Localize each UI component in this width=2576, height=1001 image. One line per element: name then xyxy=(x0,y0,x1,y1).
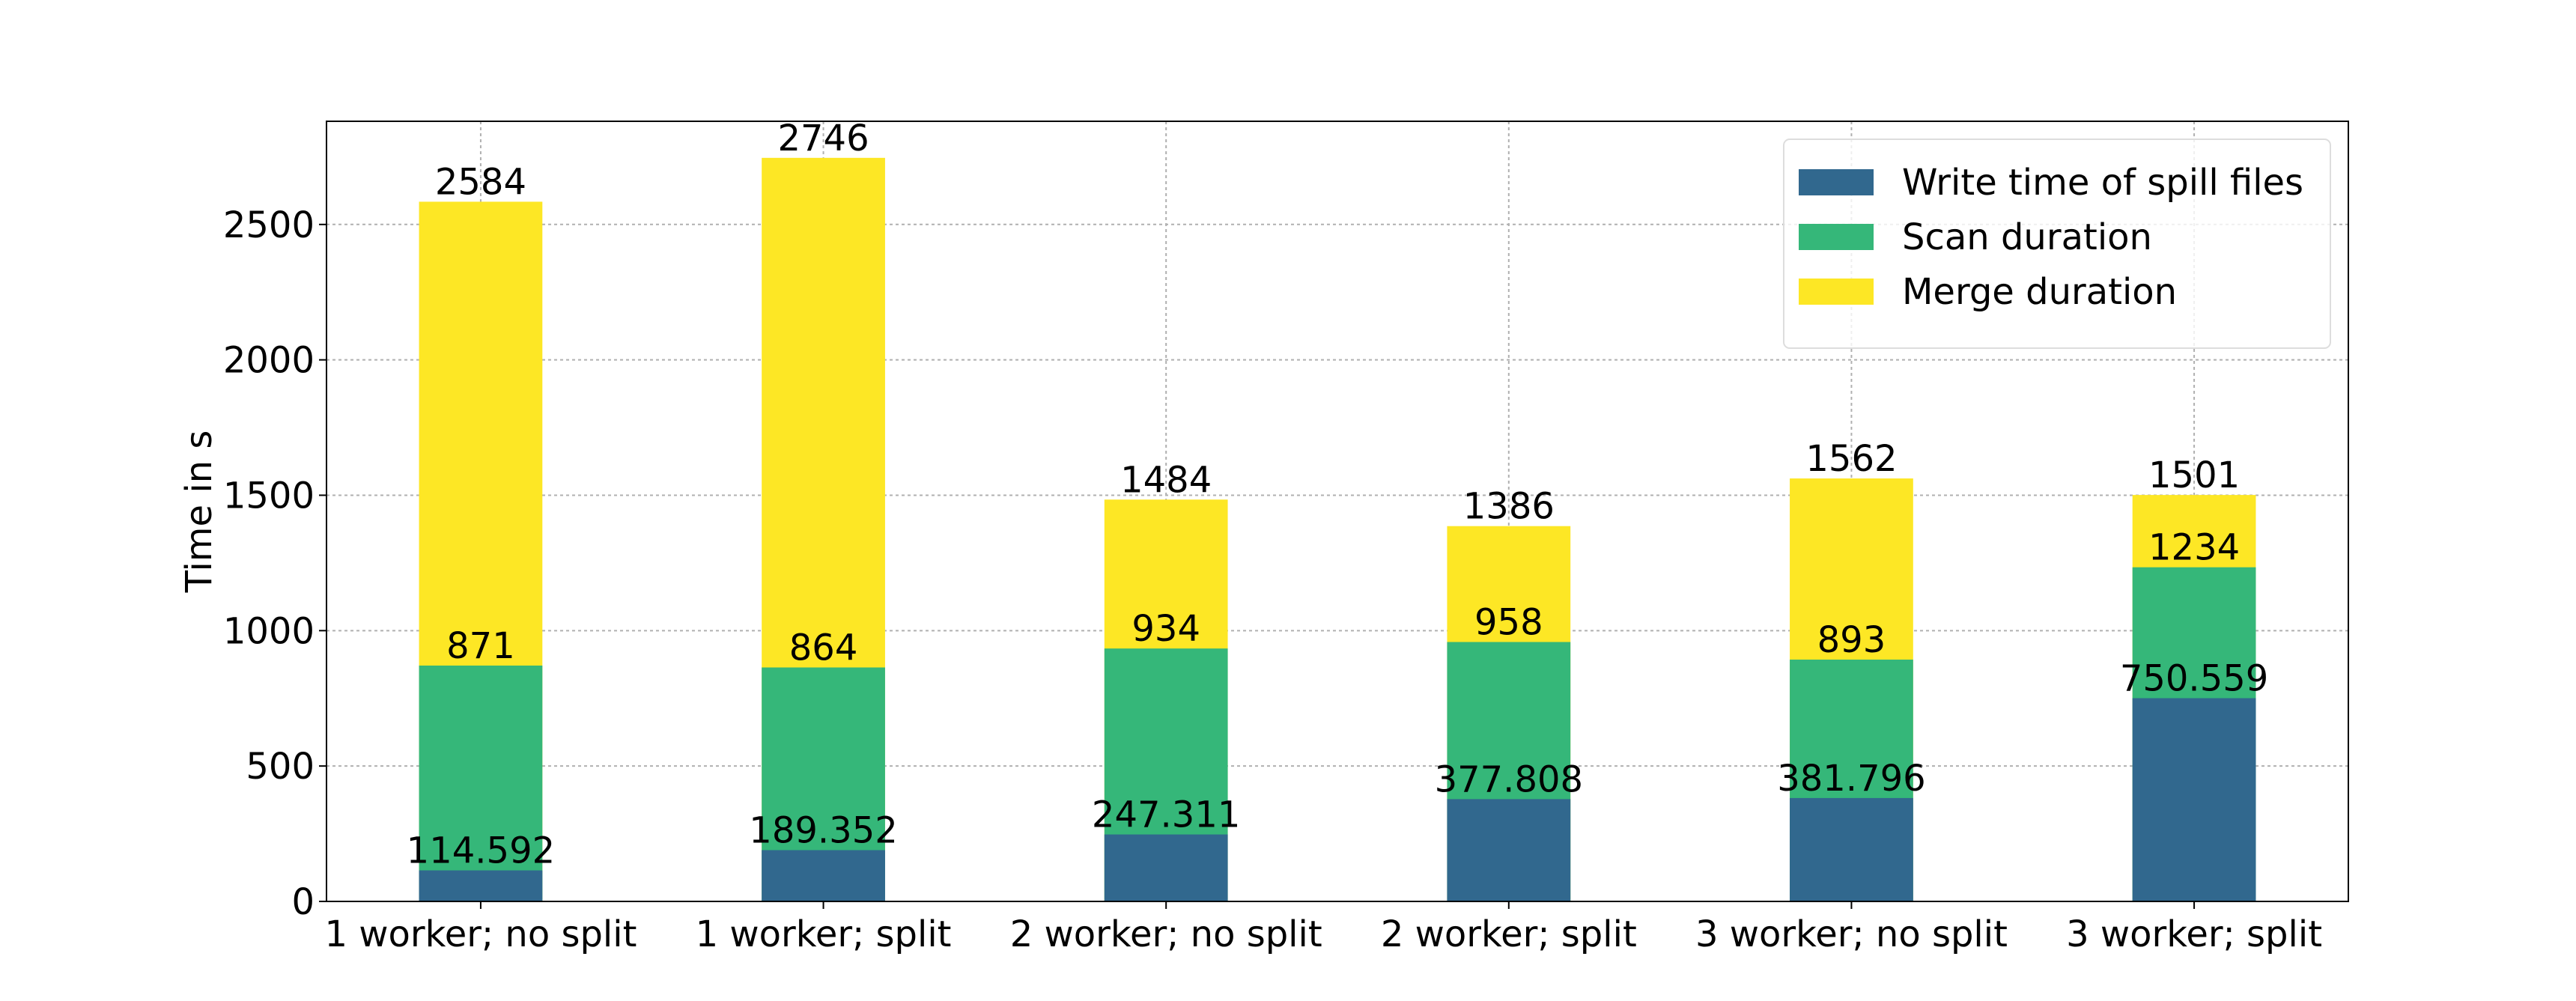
bar xyxy=(419,665,543,901)
y-tick-label: 1000 xyxy=(223,610,315,652)
legend-label: Scan duration xyxy=(1902,216,2152,258)
bar xyxy=(1447,799,1571,901)
bar xyxy=(1790,797,1913,901)
value-label: 189.352 xyxy=(749,810,898,852)
bar xyxy=(2132,698,2256,901)
value-label: 2584 xyxy=(435,161,526,203)
bar xyxy=(762,850,885,901)
legend-swatch xyxy=(1799,169,1874,195)
value-label: 893 xyxy=(1817,619,1886,661)
bar xyxy=(419,870,543,901)
y-tick-label: 2500 xyxy=(223,204,315,246)
value-label: 1562 xyxy=(1805,438,1897,480)
x-tick-label: 1 worker; split xyxy=(696,913,952,955)
x-tick-label: 1 worker; no split xyxy=(324,913,637,955)
value-label: 1484 xyxy=(1120,459,1212,501)
value-label: 247.311 xyxy=(1092,794,1241,836)
legend-label: Merge duration xyxy=(1902,271,2177,313)
value-label: 1501 xyxy=(2148,454,2240,496)
value-label: 1386 xyxy=(1463,486,1555,528)
x-tick-label: 3 worker; split xyxy=(2066,913,2322,955)
y-tick-label: 0 xyxy=(291,881,315,923)
value-label: 1234 xyxy=(2148,527,2240,569)
legend: Write time of spill files Scan duration Me… xyxy=(1783,139,2331,349)
x-tick-label: 3 worker; no split xyxy=(1695,913,2008,955)
legend-swatch xyxy=(1799,224,1874,250)
value-label: 934 xyxy=(1131,608,1200,650)
y-axis-label: Time in s xyxy=(178,430,220,594)
value-label: 377.808 xyxy=(1435,758,1584,800)
value-label: 750.559 xyxy=(2120,658,2269,700)
value-label: 114.592 xyxy=(407,830,556,872)
y-tick-label: 2000 xyxy=(223,340,315,382)
value-label: 864 xyxy=(789,627,858,669)
bar xyxy=(1104,834,1228,901)
legend-frame xyxy=(1783,139,2331,349)
value-label: 381.796 xyxy=(1777,758,1926,800)
x-tick-label: 2 worker; no split xyxy=(1010,913,1322,955)
legend-swatch xyxy=(1799,279,1874,305)
y-tick-label: 500 xyxy=(246,746,315,788)
value-label: 958 xyxy=(1474,602,1543,644)
legend-label: Write time of spill files xyxy=(1902,162,2303,204)
value-label: 871 xyxy=(446,625,515,667)
plot-frame xyxy=(326,121,2349,902)
value-label: 2746 xyxy=(777,118,869,159)
x-tick-label: 2 worker; split xyxy=(1381,913,1637,955)
y-tick-label: 1500 xyxy=(223,475,315,517)
